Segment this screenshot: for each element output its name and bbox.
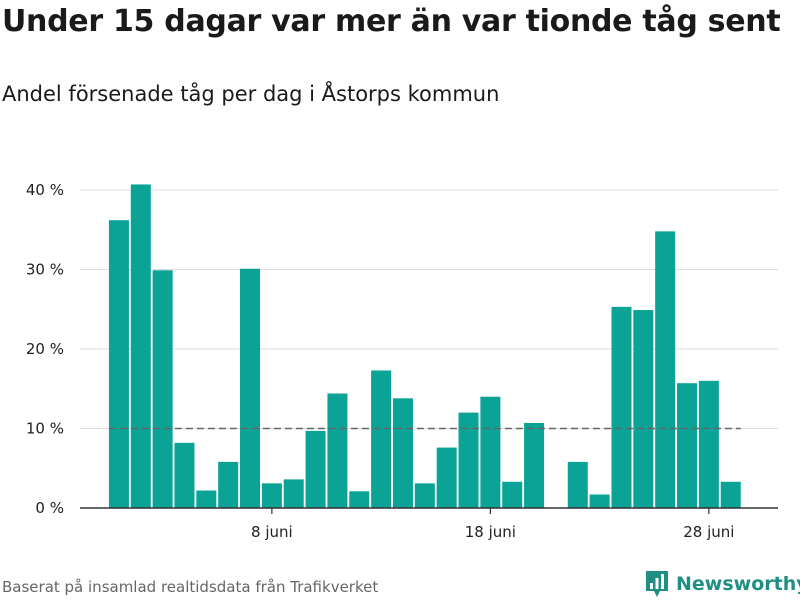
bar bbox=[371, 370, 392, 508]
brand-name: Newsworthy bbox=[676, 573, 800, 595]
bar bbox=[349, 491, 370, 508]
bar bbox=[261, 483, 282, 508]
x-tick-label: 18 juni bbox=[465, 523, 516, 541]
bar bbox=[502, 481, 523, 508]
source-note: Baserat på insamlad realtidsdata från Tr… bbox=[2, 578, 379, 596]
bar bbox=[327, 393, 348, 508]
bar bbox=[655, 231, 676, 508]
chart-subtitle: Andel försenade tåg per dag i Åstorps ko… bbox=[2, 82, 500, 106]
bar bbox=[196, 490, 217, 508]
bar bbox=[698, 380, 719, 508]
bar bbox=[436, 447, 457, 508]
bar bbox=[218, 461, 239, 508]
y-tick-label: 0 % bbox=[35, 499, 64, 517]
bar bbox=[130, 184, 151, 508]
bar bbox=[524, 422, 545, 508]
y-tick-label: 40 % bbox=[26, 181, 64, 199]
bar bbox=[458, 412, 479, 508]
bar-chart: 0 % 10 % 20 % 30 % 40 % 8 juni 18 juni 28 juni bbox=[26, 181, 778, 541]
bar bbox=[720, 481, 741, 508]
newsworthy-logo-icon bbox=[646, 571, 668, 597]
bar bbox=[414, 483, 435, 508]
bars bbox=[108, 184, 741, 508]
brand-logo: Newsworthy bbox=[644, 569, 800, 599]
bar bbox=[589, 494, 610, 508]
bar bbox=[240, 268, 261, 508]
bar bbox=[611, 306, 632, 508]
x-tick-label: 28 juni bbox=[683, 523, 734, 541]
bar bbox=[174, 442, 195, 508]
bar bbox=[152, 270, 173, 508]
x-tick-label: 8 juni bbox=[251, 523, 293, 541]
y-tick-label: 30 % bbox=[26, 261, 64, 279]
bar bbox=[567, 461, 588, 508]
bar bbox=[480, 396, 501, 508]
bar bbox=[108, 220, 129, 508]
bar bbox=[677, 383, 698, 508]
y-tick-label: 20 % bbox=[26, 340, 64, 358]
axes: 0 % 10 % 20 % 30 % 40 % 8 juni 18 juni 28 juni bbox=[26, 181, 778, 541]
chart-title: Under 15 dagar var mer än var tionde tåg… bbox=[2, 4, 781, 39]
bar bbox=[283, 479, 304, 508]
y-tick-label: 10 % bbox=[26, 420, 64, 438]
bar bbox=[392, 398, 413, 508]
bar bbox=[305, 430, 326, 508]
bar bbox=[633, 310, 654, 508]
